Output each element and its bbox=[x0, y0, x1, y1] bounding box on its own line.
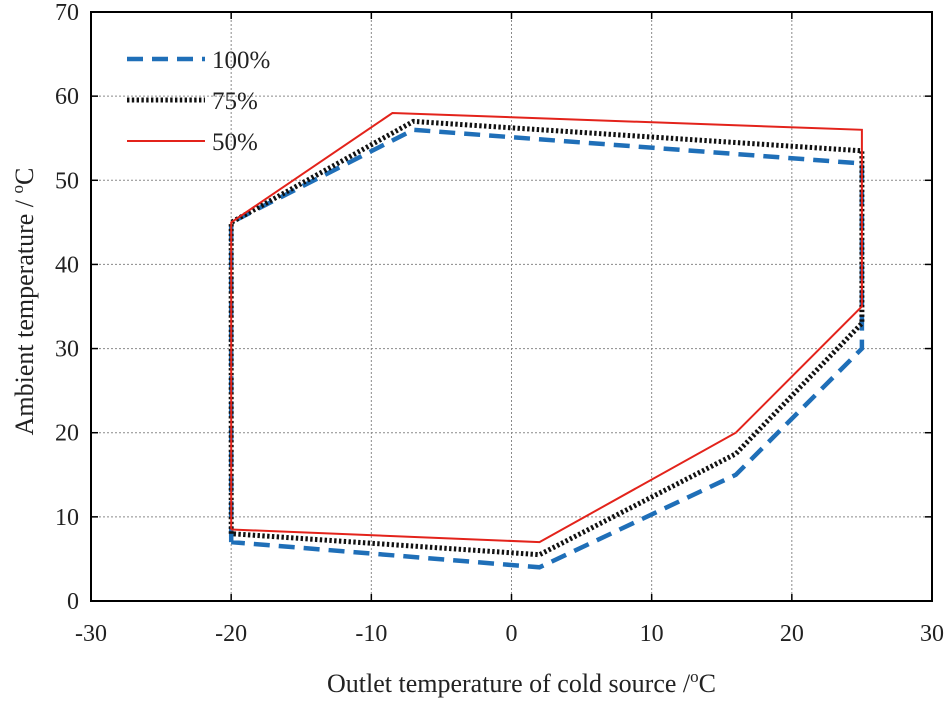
y-tick-label: 50 bbox=[55, 168, 79, 194]
x-tick-label: 10 bbox=[640, 621, 664, 647]
series-line-75pct bbox=[228, 118, 865, 558]
legend: 100% 75% 50% bbox=[127, 47, 270, 156]
legend-label-50pct: 50% bbox=[212, 129, 258, 156]
y-tick-label: 40 bbox=[55, 252, 79, 278]
y-tick-label: 0 bbox=[67, 589, 79, 615]
y-tick-label: 10 bbox=[55, 505, 79, 531]
y-axis-unit-degree: o bbox=[8, 185, 27, 194]
x-tick-label: 0 bbox=[506, 621, 518, 647]
x-tick-label: -10 bbox=[355, 621, 387, 647]
legend-label-100pct: 100% bbox=[212, 47, 270, 74]
x-axis-title: Outlet temperature of cold source /oC bbox=[327, 667, 716, 698]
y-tick-label: 30 bbox=[55, 337, 79, 363]
x-tick-label: 30 bbox=[920, 621, 944, 647]
series-layer bbox=[228, 111, 865, 570]
x-axis-unit-letter: C bbox=[699, 669, 716, 698]
x-tick-label: -20 bbox=[215, 621, 247, 647]
x-tick-label: 20 bbox=[780, 621, 804, 647]
series-line-50pct bbox=[230, 111, 863, 544]
legend-label-75pct: 75% bbox=[212, 88, 258, 115]
y-tick-label: 70 bbox=[55, 0, 79, 26]
axis-ticks: -30 -20 -10 0 10 20 30 0 10 20 30 40 50 60 70 bbox=[55, 0, 944, 647]
y-axis-unit-letter: C bbox=[10, 168, 39, 185]
y-tick-label: 20 bbox=[55, 421, 79, 447]
y-axis-title: Ambient temperature / oC bbox=[8, 168, 39, 436]
x-axis-unit-degree: o bbox=[690, 667, 699, 686]
y-tick-label: 60 bbox=[55, 84, 79, 110]
x-tick-label: -30 bbox=[75, 621, 107, 647]
series-line-100pct bbox=[228, 127, 865, 570]
